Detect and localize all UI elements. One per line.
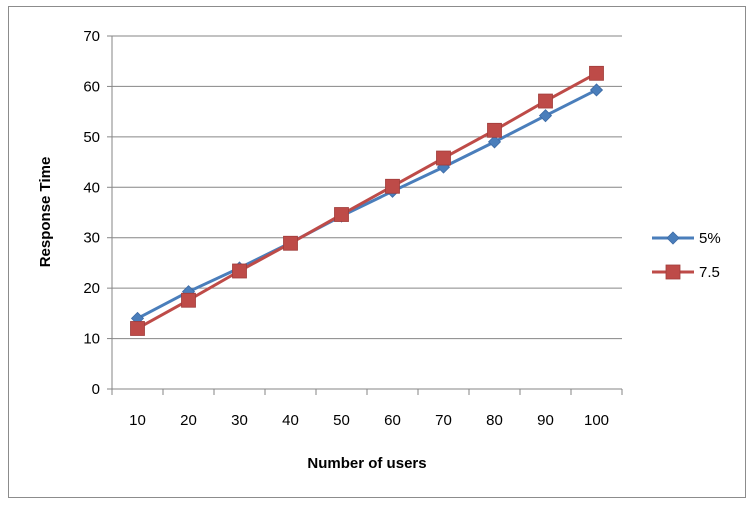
data-point bbox=[130, 321, 145, 336]
y-tick-label: 70 bbox=[83, 28, 100, 45]
data-point bbox=[385, 178, 400, 194]
y-tick-label: 20 bbox=[83, 280, 100, 297]
y-tick-label: 30 bbox=[83, 230, 100, 247]
data-point bbox=[232, 263, 247, 279]
chart-frame bbox=[8, 6, 746, 498]
data-point bbox=[436, 150, 451, 166]
x-tick-labels: 10 20 30 40 50 60 70 80 90 100 bbox=[129, 412, 609, 429]
y-tick-label: 50 bbox=[83, 129, 100, 146]
series-line bbox=[136, 71, 598, 330]
legend-item: 5% bbox=[652, 230, 721, 247]
x-tick-label: 80 bbox=[486, 412, 503, 429]
data-point bbox=[181, 292, 196, 308]
x-tick-label: 60 bbox=[384, 412, 401, 429]
x-axis-title: Number of users bbox=[307, 455, 426, 472]
series-line bbox=[136, 88, 598, 320]
x-tick-label: 90 bbox=[537, 412, 554, 429]
x-tick-label: 30 bbox=[231, 412, 248, 429]
data-point bbox=[487, 135, 502, 149]
legend-label: 5% bbox=[699, 230, 721, 247]
legend-marker bbox=[665, 264, 681, 280]
x-tick-label: 70 bbox=[435, 412, 452, 429]
data-point bbox=[538, 93, 553, 109]
y-tick-labels: 0 10 20 30 40 50 60 70 bbox=[83, 28, 100, 398]
legend-label: 7.5 bbox=[699, 264, 720, 281]
legend-item: 7.5 bbox=[652, 264, 720, 281]
data-point bbox=[487, 122, 502, 138]
axes bbox=[107, 35, 623, 395]
legend-marker bbox=[666, 231, 680, 245]
series-group bbox=[130, 65, 604, 336]
legend: 5% 7.5 bbox=[652, 230, 721, 281]
data-point bbox=[589, 83, 604, 97]
data-point bbox=[589, 65, 604, 81]
x-tick-label: 50 bbox=[333, 412, 350, 429]
y-tick-label: 60 bbox=[83, 78, 100, 95]
y-tick-label: 0 bbox=[92, 381, 100, 398]
data-point bbox=[283, 235, 298, 251]
series-2 bbox=[130, 65, 604, 336]
x-tick-label: 10 bbox=[129, 412, 146, 429]
data-point bbox=[538, 109, 553, 123]
y-tick-label: 40 bbox=[83, 179, 100, 196]
x-tick-label: 100 bbox=[584, 412, 609, 429]
y-tick-label: 10 bbox=[83, 331, 100, 348]
x-tick-label: 40 bbox=[282, 412, 299, 429]
x-tick-label: 20 bbox=[180, 412, 197, 429]
data-point bbox=[334, 207, 349, 222]
y-axis-title: Response Time bbox=[37, 157, 54, 268]
